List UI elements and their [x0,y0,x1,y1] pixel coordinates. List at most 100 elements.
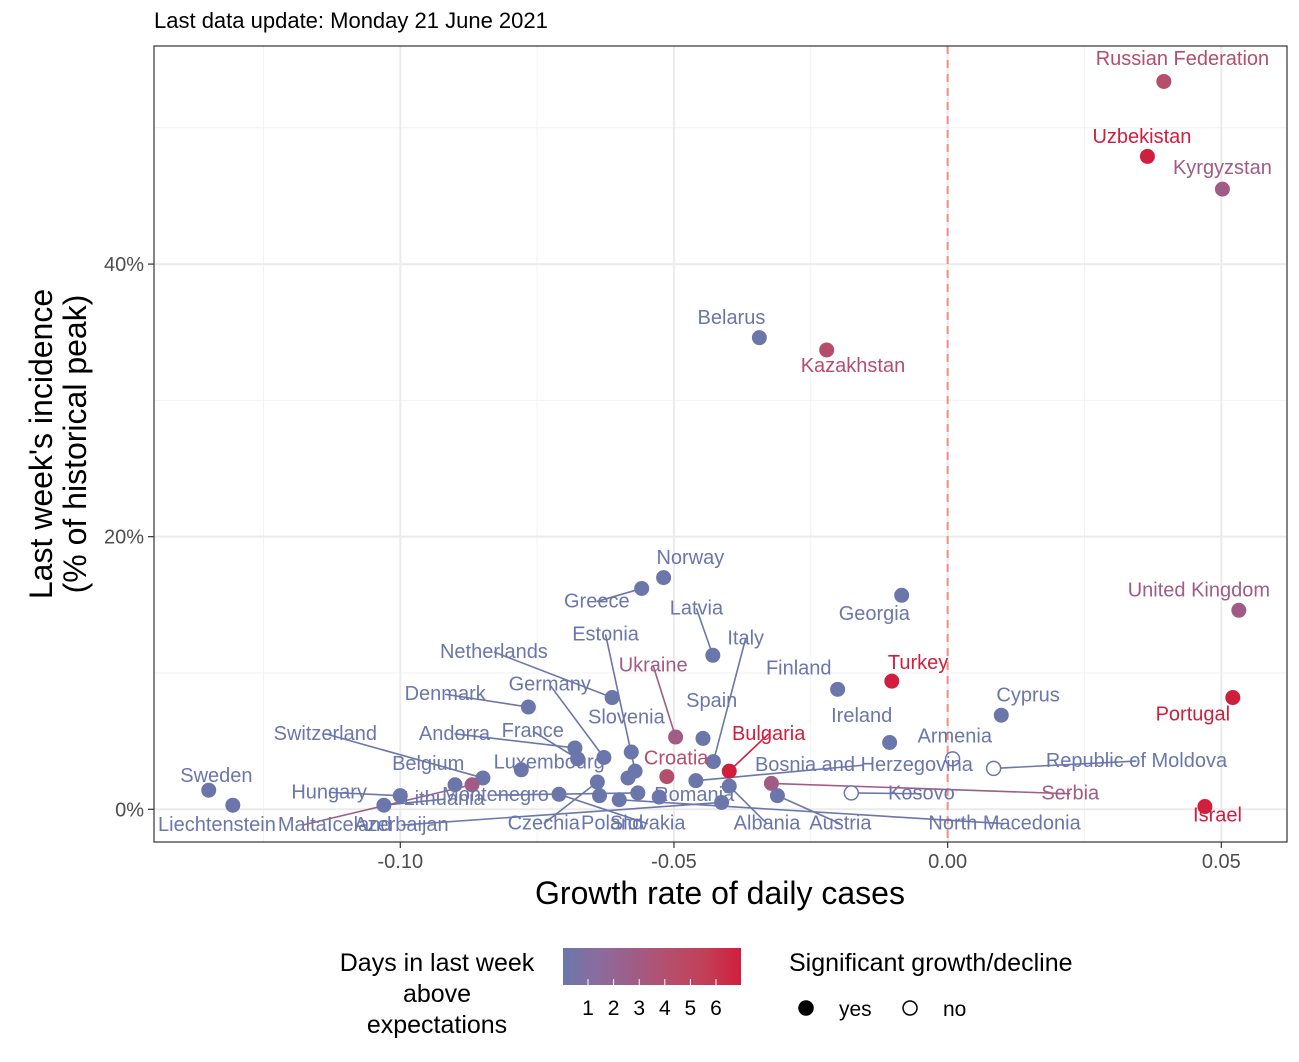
data-points [201,73,1247,815]
data-point [985,760,1002,777]
point-label: Slovenia [588,706,666,728]
point-label: Romania [654,784,735,806]
leader-line [329,791,401,797]
data-point [620,770,636,786]
color-legend-tick-label: 5 [685,997,697,1020]
data-point [604,690,620,706]
data-point [611,792,627,808]
color-legend-tick-label: 1 [582,997,594,1020]
leader-line [558,793,648,825]
point-label: Norway [656,547,724,569]
color-legend-tick-label: 6 [710,997,722,1020]
data-point [392,788,408,804]
data-point [1231,602,1247,618]
leader-line [596,587,642,603]
data-point [201,782,217,798]
point-label: North Macedonia [928,813,1081,835]
data-point [464,777,480,793]
data-point [819,342,835,358]
color-legend-tick-label: 4 [659,997,671,1020]
data-point [705,647,721,663]
data-point [596,749,612,765]
point-label: Netherlands [440,641,548,663]
data-point [993,707,1009,723]
data-point [705,754,721,770]
data-point [714,794,730,810]
shape-legend-label: yes [839,998,872,1021]
data-point [894,587,910,603]
y-axis-title: Last week's incidence(% of historical pe… [23,289,93,599]
filled-circle-icon [798,1000,814,1016]
point-label: Bulgaria [732,723,806,745]
data-point [882,735,898,750]
data-point [551,786,567,802]
data-point [651,789,667,805]
point-label: Armenia [918,726,993,748]
leader-line [728,785,768,825]
data-point [630,785,646,801]
x-tick-label: -0.05 [651,851,697,873]
data-point [1156,73,1172,89]
data-point [1197,799,1213,815]
point-label: Switzerland [274,723,377,745]
point-label: France [502,720,564,742]
data-point [659,769,675,785]
data-point [668,729,684,745]
leader-line [695,608,714,656]
point-label: Slovakia [610,813,686,835]
point-label: Italy [727,627,764,649]
leader-line [493,651,613,699]
leader-line [695,764,864,782]
data-point [1139,148,1155,164]
leader-line [712,638,747,762]
shape-legend-label: no [943,998,966,1021]
point-label: Kazakhstan [801,355,906,377]
leader-line [619,798,1005,825]
data-point [447,777,463,793]
data-point [225,797,241,813]
point-label: Albania [734,813,802,835]
point-label: Kosovo [888,783,955,805]
leader-line [771,782,1071,795]
x-tick-label: 0.05 [1202,851,1241,873]
label-leader-lines [302,587,1137,826]
point-label: Denmark [405,683,487,705]
leader-line [993,760,1137,770]
leader-line [383,798,445,806]
color-legend-title-line: Days in last week [340,949,535,977]
point-label: Austria [809,813,872,835]
x-tick-label: 0.00 [928,851,967,873]
color-legend-title: Days in last week above expectations [340,949,535,1039]
point-label: Latvia [670,597,724,619]
data-point [656,570,672,586]
point-label: Malta [278,814,328,836]
point-label: Georgia [839,603,911,625]
point-label: Czechia [508,813,581,835]
data-point [623,744,639,760]
data-point [843,785,860,801]
point-label: Croatia [644,747,709,769]
data-point [570,751,586,767]
point-label: Estonia [572,623,640,645]
data-point [763,775,779,791]
y-tick-label: 40% [104,254,144,276]
point-label: Kyrgyzstan [1173,157,1272,179]
leader-line [532,730,579,760]
leader-line [325,733,484,779]
leader-line [549,684,605,758]
color-legend-title-line: above [403,980,471,1008]
point-label: Poland [581,813,643,835]
y-axis-title-line: (% of historical peak) [57,295,93,594]
leader-line [495,792,638,796]
point-label: Russian Federation [1096,48,1269,70]
point-label: Montenegro [442,784,549,806]
data-point [721,763,737,779]
point-label: Uzbekistan [1092,126,1191,148]
y-axis-title-line: Last week's incidence [23,289,59,599]
point-label: Liechtenstein [158,814,276,836]
point-label: Ireland [831,705,892,727]
y-tick-label: 20% [104,527,144,549]
data-point [1214,181,1230,197]
leader-line [543,781,598,825]
